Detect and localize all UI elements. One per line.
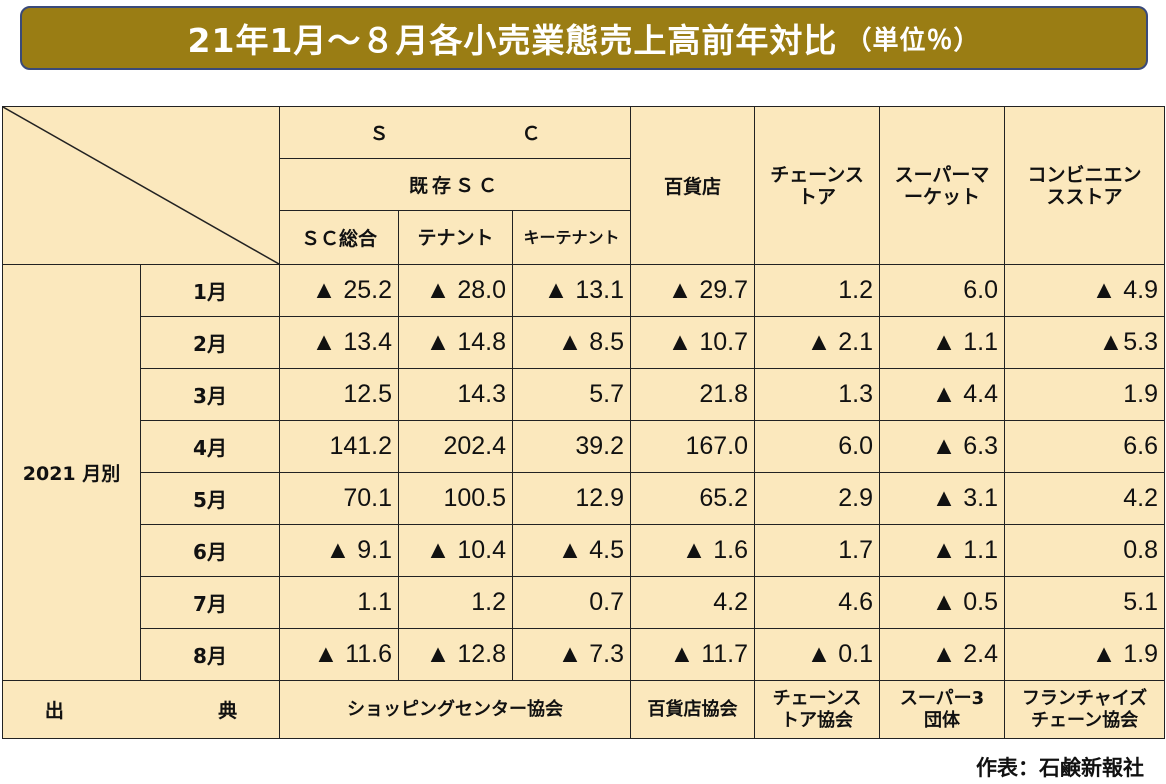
source-label: 出 典 bbox=[2, 680, 280, 739]
sales-comparison-table: Ｓ Ｃ 百貨店 チェーンストア スーパーマーケット コンビニエンスストア 既存Ｓ… bbox=[2, 106, 1166, 739]
super-cell: 6.0 bbox=[879, 264, 1006, 317]
sc-total-cell: ▲ 13.4 bbox=[279, 316, 399, 369]
dept-cell: ▲ 29.7 bbox=[630, 264, 756, 317]
row-group-label: 2021 月別 bbox=[2, 264, 141, 681]
chain-cell: 1.3 bbox=[754, 368, 881, 421]
dept-cell: 21.8 bbox=[630, 368, 756, 421]
tenant-cell: ▲ 12.8 bbox=[398, 628, 513, 681]
month-cell: 4月 bbox=[140, 420, 280, 473]
title-banner: 21年1月～８月各小売業態売上高前年対比 （単位％） bbox=[20, 6, 1148, 70]
corner-cell bbox=[2, 106, 280, 265]
header-sc: Ｓ Ｃ bbox=[278, 106, 632, 159]
month-cell: 7月 bbox=[140, 576, 280, 629]
tenant-cell: 1.2 bbox=[398, 576, 513, 629]
chain-cell: 1.2 bbox=[754, 264, 881, 317]
tenant-cell: ▲ 10.4 bbox=[398, 524, 513, 577]
credit-line: 作表：石鹸新報社 bbox=[976, 756, 1144, 780]
sc-total-cell: 1.1 bbox=[279, 576, 399, 629]
sc-total-cell: ▲ 11.6 bbox=[279, 628, 399, 681]
sc-total-cell: 141.2 bbox=[279, 420, 399, 473]
chain-cell: 6.0 bbox=[754, 420, 881, 473]
header-convenience-store: コンビニエンスストア bbox=[1004, 106, 1166, 265]
chain-cell: 2.9 bbox=[754, 472, 881, 525]
super-cell: ▲ 3.1 bbox=[879, 472, 1006, 525]
dept-cell: 167.0 bbox=[630, 420, 756, 473]
conv-cell: ▲ 1.9 bbox=[1004, 628, 1166, 681]
tenant-cell: 100.5 bbox=[398, 472, 513, 525]
title-unit: （単位％） bbox=[845, 25, 981, 56]
sc-total-cell: 12.5 bbox=[279, 368, 399, 421]
source-chain: チェーンストア協会 bbox=[754, 680, 881, 739]
month-cell: 8月 bbox=[140, 628, 280, 681]
dept-cell: ▲ 10.7 bbox=[630, 316, 756, 369]
month-cell: 6月 bbox=[140, 524, 280, 577]
super-cell: ▲ 2.4 bbox=[879, 628, 1006, 681]
chain-cell: ▲ 2.1 bbox=[754, 316, 881, 369]
key-tenant-cell: ▲ 8.5 bbox=[511, 316, 632, 369]
conv-cell: ▲ 4.9 bbox=[1004, 264, 1166, 317]
super-cell: ▲ 1.1 bbox=[879, 316, 1006, 369]
sc-total-cell: ▲ 25.2 bbox=[279, 264, 399, 317]
conv-cell: 1.9 bbox=[1004, 368, 1166, 421]
sc-total-cell: 70.1 bbox=[279, 472, 399, 525]
tenant-cell: ▲ 14.8 bbox=[398, 316, 513, 369]
super-cell: ▲ 0.5 bbox=[879, 576, 1006, 629]
dept-cell: ▲ 1.6 bbox=[630, 524, 756, 577]
dept-cell: 65.2 bbox=[630, 472, 756, 525]
page-title: 21年1月～８月各小売業態売上高前年対比 bbox=[187, 21, 838, 60]
header-sc-total: ＳＣ総合 bbox=[279, 210, 399, 265]
source-super: スーパー3団体 bbox=[879, 680, 1006, 739]
month-cell: 5月 bbox=[140, 472, 280, 525]
source-dept: 百貨店協会 bbox=[630, 680, 756, 739]
header-tenant: テナント bbox=[398, 210, 513, 265]
tenant-cell: 202.4 bbox=[398, 420, 513, 473]
tenant-cell: ▲ 28.0 bbox=[398, 264, 513, 317]
tenant-cell: 14.3 bbox=[398, 368, 513, 421]
super-cell: ▲ 4.4 bbox=[879, 368, 1006, 421]
month-cell: 3月 bbox=[140, 368, 280, 421]
source-sc: ショッピングセンター協会 bbox=[278, 680, 632, 739]
key-tenant-cell: ▲ 13.1 bbox=[511, 264, 632, 317]
key-tenant-cell: 39.2 bbox=[511, 420, 632, 473]
conv-cell: 4.2 bbox=[1004, 472, 1166, 525]
header-chain-store: チェーンストア bbox=[754, 106, 881, 265]
conv-cell: 6.6 bbox=[1004, 420, 1166, 473]
conv-cell: ▲5.3 bbox=[1004, 316, 1166, 369]
conv-cell: 0.8 bbox=[1004, 524, 1166, 577]
header-supermarket: スーパーマーケット bbox=[879, 106, 1006, 265]
header-key-tenant: キーテナント bbox=[511, 210, 632, 265]
sc-total-cell: ▲ 9.1 bbox=[279, 524, 399, 577]
chain-cell: 4.6 bbox=[754, 576, 881, 629]
chain-cell: 1.7 bbox=[754, 524, 881, 577]
key-tenant-cell: 0.7 bbox=[511, 576, 632, 629]
header-department-store: 百貨店 bbox=[630, 106, 756, 265]
key-tenant-cell: ▲ 4.5 bbox=[511, 524, 632, 577]
source-conv: フランチャイズチェーン協会 bbox=[1004, 680, 1166, 739]
dept-cell: 4.2 bbox=[630, 576, 756, 629]
conv-cell: 5.1 bbox=[1004, 576, 1166, 629]
month-cell: 2月 bbox=[140, 316, 280, 369]
super-cell: ▲ 6.3 bbox=[879, 420, 1006, 473]
key-tenant-cell: ▲ 7.3 bbox=[511, 628, 632, 681]
month-cell: 1月 bbox=[140, 264, 280, 317]
dept-cell: ▲ 11.7 bbox=[630, 628, 756, 681]
chain-cell: ▲ 0.1 bbox=[754, 628, 881, 681]
key-tenant-cell: 5.7 bbox=[511, 368, 632, 421]
header-existing-sc: 既存ＳＣ bbox=[278, 158, 632, 211]
super-cell: ▲ 1.1 bbox=[879, 524, 1006, 577]
key-tenant-cell: 12.9 bbox=[511, 472, 632, 525]
